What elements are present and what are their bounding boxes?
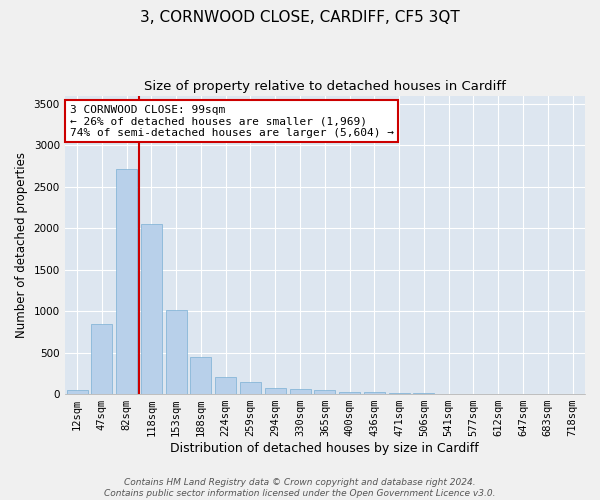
Text: 3, CORNWOOD CLOSE, CARDIFF, CF5 3QT: 3, CORNWOOD CLOSE, CARDIFF, CF5 3QT bbox=[140, 10, 460, 25]
Bar bbox=[215, 376, 236, 394]
Bar bbox=[265, 388, 286, 394]
Bar bbox=[91, 324, 112, 394]
Bar bbox=[240, 382, 261, 394]
Bar bbox=[166, 310, 187, 394]
Text: 3 CORNWOOD CLOSE: 99sqm
← 26% of detached houses are smaller (1,969)
74% of semi: 3 CORNWOOD CLOSE: 99sqm ← 26% of detache… bbox=[70, 104, 394, 138]
Bar bbox=[67, 390, 88, 394]
Bar bbox=[364, 392, 385, 394]
Title: Size of property relative to detached houses in Cardiff: Size of property relative to detached ho… bbox=[144, 80, 506, 93]
Bar bbox=[389, 393, 410, 394]
Bar bbox=[190, 357, 211, 394]
Text: Contains HM Land Registry data © Crown copyright and database right 2024.
Contai: Contains HM Land Registry data © Crown c… bbox=[104, 478, 496, 498]
Bar bbox=[314, 390, 335, 394]
Bar bbox=[339, 392, 360, 394]
Bar bbox=[290, 389, 311, 394]
X-axis label: Distribution of detached houses by size in Cardiff: Distribution of detached houses by size … bbox=[170, 442, 479, 455]
Bar bbox=[116, 170, 137, 394]
Bar bbox=[141, 224, 162, 394]
Y-axis label: Number of detached properties: Number of detached properties bbox=[15, 152, 28, 338]
